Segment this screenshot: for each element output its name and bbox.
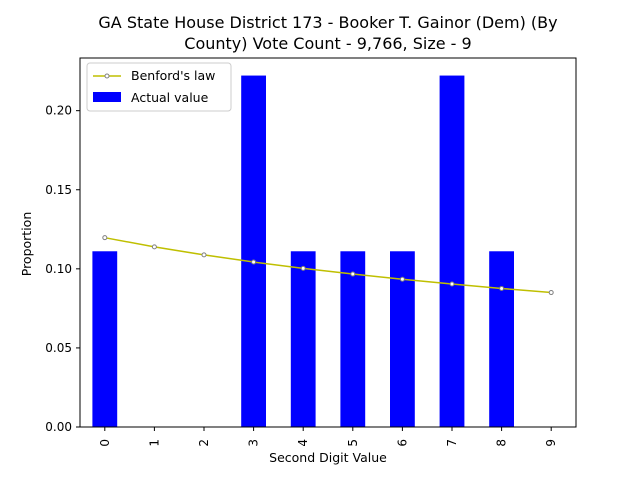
- x-axis-label: Second Digit Value: [269, 450, 387, 465]
- x-tick-label: 2: [197, 439, 211, 447]
- legend-label-benford: Benford's law: [131, 68, 215, 83]
- x-tick-label: 6: [395, 439, 409, 447]
- legend-bar-swatch: [93, 92, 121, 102]
- axes-frame: [79, 57, 577, 428]
- x-tick-label: 9: [544, 439, 558, 447]
- plot-area: 0.00 0.05 0.10 0.15 0.20 0 1 2 3 4 5 6 7 8 9: [45, 57, 577, 447]
- bar-0: [92, 251, 118, 427]
- bar-7: [439, 75, 465, 427]
- benford-point-7: [449, 281, 455, 287]
- y-tick-label: 0.20: [45, 104, 72, 118]
- benford-point-1: [151, 244, 157, 250]
- benford-point-4: [300, 265, 306, 271]
- legend-line-marker: [104, 73, 110, 79]
- benford-point-9: [548, 290, 554, 296]
- x-tick-label: 3: [247, 439, 261, 447]
- benford-point-5: [350, 271, 356, 277]
- legend-frame: [86, 62, 232, 112]
- chart-title-line1: GA State House District 173 - Booker T. …: [98, 13, 557, 32]
- benford-point-3: [251, 259, 257, 265]
- y-tick-label: 0.15: [45, 183, 72, 197]
- benford-point-6: [399, 276, 405, 282]
- x-tick-label: 0: [98, 439, 112, 447]
- bar-8: [489, 251, 514, 427]
- y-tick-label: 0.05: [45, 341, 72, 355]
- x-tick-label: 5: [346, 439, 360, 447]
- benford-point-8: [499, 285, 505, 291]
- chart-title-line2: County) Vote Count - 9,766, Size - 9: [184, 34, 471, 53]
- bar-3: [241, 75, 266, 427]
- x-tick-label: 4: [296, 439, 310, 447]
- benford-point-0: [102, 235, 108, 241]
- y-tick-label: 0.00: [45, 420, 72, 434]
- benford-point-2: [201, 252, 207, 258]
- bar-5: [340, 251, 366, 427]
- legend: Benford's law Actual value: [86, 62, 232, 112]
- legend-label-actual: Actual value: [131, 90, 209, 105]
- y-axis-label: Proportion: [19, 212, 34, 277]
- benford-line: [104, 236, 552, 294]
- y-tick-label: 0.10: [45, 262, 72, 276]
- x-tick-label: 1: [147, 439, 161, 447]
- bar-4: [290, 251, 316, 427]
- x-tick-label: 7: [445, 439, 459, 447]
- x-tick-label: 8: [495, 439, 509, 447]
